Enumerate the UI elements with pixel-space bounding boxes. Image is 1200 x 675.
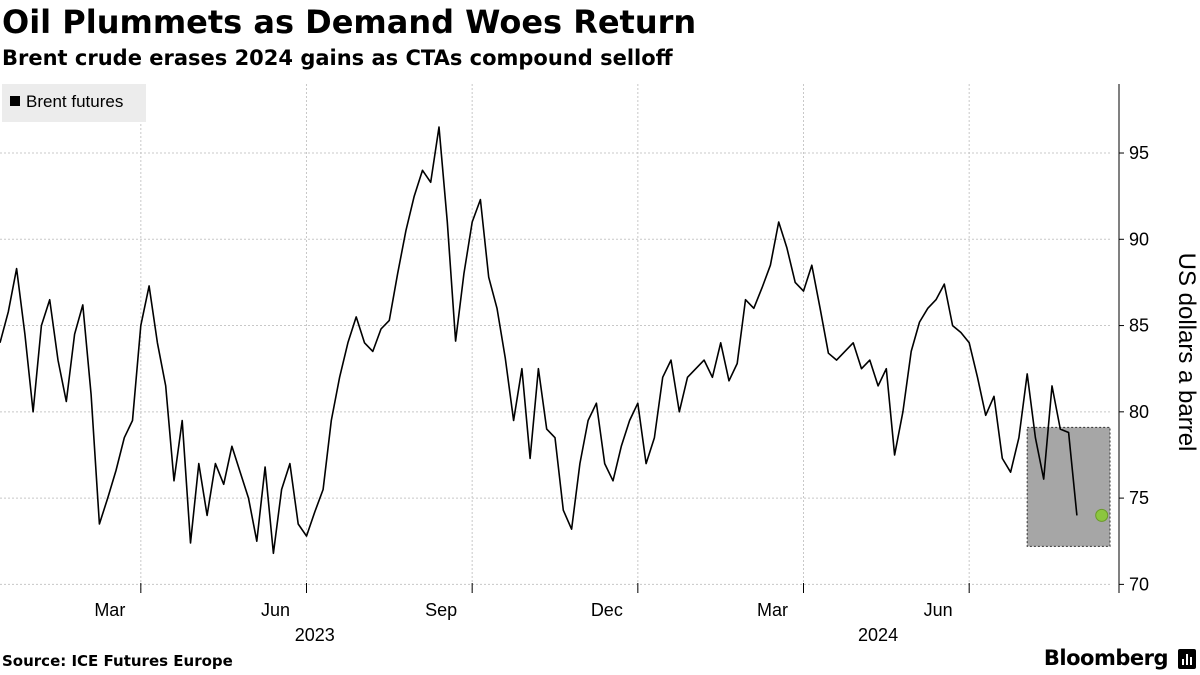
y-tick-label: 85 <box>1129 316 1149 336</box>
x-tick-label: Jun <box>924 600 953 620</box>
y-tick-label: 90 <box>1129 229 1149 249</box>
gridlines <box>0 84 1110 593</box>
x-tick-label: Dec <box>591 600 623 620</box>
legend-box <box>2 84 146 122</box>
y-tick-label: 70 <box>1129 574 1149 594</box>
x-tick-label: Mar <box>757 600 788 620</box>
source-note: Source: ICE Futures Europe <box>2 652 233 670</box>
bloomberg-terminal-icon <box>1178 649 1196 669</box>
bloomberg-logo: Bloomberg <box>1043 646 1169 670</box>
chart-title: Oil Plummets as Demand Woes Return <box>2 3 697 41</box>
series-line-brent-futures <box>0 126 1078 555</box>
legend-swatch <box>10 96 20 106</box>
x-tick-label: Mar <box>94 600 125 620</box>
highlight-box <box>1026 426 1111 547</box>
x-tick-label: Sep <box>425 600 457 620</box>
y-tick-label: 80 <box>1129 402 1149 422</box>
x-year-label: 2023 <box>295 625 335 645</box>
latest-value-marker <box>1095 508 1109 522</box>
x-tick-label: Jun <box>261 600 290 620</box>
chart-subtitle: Brent crude erases 2024 gains as CTAs co… <box>2 46 673 70</box>
y-axis-title: US dollars a barrel <box>1173 253 1200 452</box>
x-year-label: 2024 <box>858 625 898 645</box>
y-tick-label: 95 <box>1129 143 1149 163</box>
legend-label: Brent futures <box>26 92 123 111</box>
y-tick-label: 75 <box>1129 488 1149 508</box>
